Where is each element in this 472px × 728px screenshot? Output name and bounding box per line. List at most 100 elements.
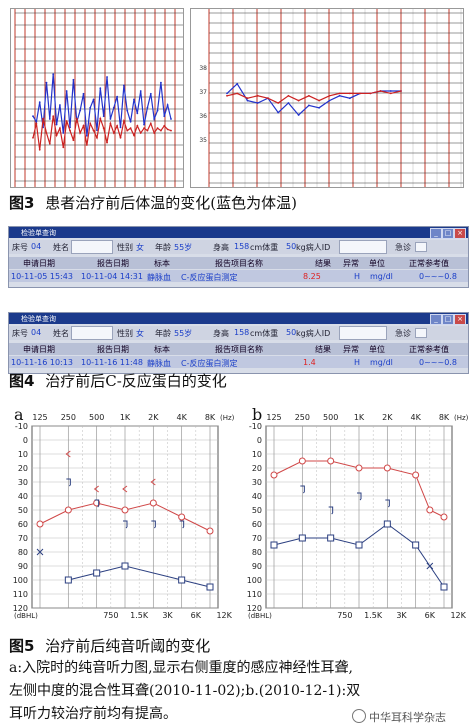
data-point [92,98,95,101]
temperature-chart-left-svg [14,9,183,187]
close-button[interactable]: × [454,228,466,239]
data-point [277,111,280,114]
y-tick-label: 0 [23,436,28,445]
y-tick-label: 35 [199,137,207,144]
table-header: 申请日期 报告日期 标本 报告项目名称 结果 异常 单位 正常参考值 [9,257,468,269]
series-line-red [226,90,402,104]
marker-circle [327,457,335,465]
data-point [65,120,68,122]
y-tick-label: 120 [247,604,262,613]
data-point [96,136,98,139]
maximize-button[interactable]: □ [442,228,454,239]
data-point [236,92,239,95]
data-point [62,146,65,149]
window-titlebar: 检验单查询 _ □ × [9,227,468,239]
data-point [348,92,351,95]
watermark-icon [352,709,366,723]
data-point [48,142,51,145]
data-point [106,76,108,78]
height-unit: cm体重 [250,243,279,252]
data-point [85,144,88,146]
y-tick-label: 70 [18,534,28,543]
header-flag: 异常 [343,259,359,268]
age-value: 55岁 [174,329,193,338]
cell-report-date: 10-11-04 14:31 [81,272,143,281]
temperature-chart-right-svg: 38 37 36 35 [199,9,463,187]
header-apply-date: 申请日期 [23,259,55,268]
data-point [112,132,115,134]
maximize-button[interactable]: □ [442,314,454,325]
data-point [35,122,38,125]
data-point [256,102,259,104]
marker-circle [206,527,214,535]
data-point [42,117,44,120]
window-titlebar: 检验单查询 _ □ × [9,313,468,325]
name-field[interactable] [71,326,113,340]
figure5-text: 治疗前后纯音听阈的变化 [45,637,211,655]
data-point [160,81,162,84]
urgent-checkbox[interactable] [415,242,427,252]
marker-bracket-right [66,478,71,487]
patient-id-field[interactable] [339,326,387,340]
freq-label-bottom: 750 [103,611,118,620]
data-point [338,92,341,95]
data-point [55,123,58,126]
data-point [133,134,135,137]
data-point [246,99,249,102]
y-tick-label: 20 [18,464,28,473]
marker-circle [270,471,278,479]
height-value: 158 [234,242,250,251]
close-button[interactable]: × [454,314,466,325]
window-title: 检验单查询 [21,315,56,323]
data-point [85,134,88,137]
data-point [99,87,102,90]
minimize-button[interactable]: _ [430,228,442,239]
name-field[interactable] [71,240,113,254]
freq-label-bottom: 6K [191,611,202,620]
freq-label-top: 1K [120,413,131,422]
y-tick-label: -10 [249,422,262,431]
height-label: 身高 [213,329,229,338]
data-point [277,102,280,104]
marker-circle [36,520,44,528]
freq-label-bottom: 12K [216,611,232,620]
patient-id-field[interactable] [339,240,387,254]
data-point [106,141,108,144]
header-result: 结果 [315,259,331,268]
marker-bracket-right [179,520,185,529]
data-point [38,101,41,104]
data-point [389,90,392,92]
table-row[interactable] [9,270,468,282]
weight-unit: kg病人ID [296,329,331,338]
y-tick-label: 40 [252,492,262,501]
data-point [226,92,228,95]
marker-circle [383,464,391,472]
freq-label-top: 250 [61,413,76,422]
series-line-red [32,116,172,150]
data-point [160,129,162,132]
data-point [139,132,142,134]
data-point [62,132,65,134]
marker-square [440,583,448,591]
table-row[interactable] [9,356,468,368]
marker-square [121,562,129,570]
data-point [55,134,58,137]
data-point [318,106,321,109]
sex-value: 女 [136,243,144,252]
data-point [69,129,71,132]
data-point [59,104,61,106]
data-point [146,129,149,132]
data-point [116,124,119,127]
marker-circle [440,513,448,521]
y-tick-label: 60 [252,520,262,529]
marker-square [64,576,72,584]
data-point [45,81,48,84]
figure5-note-line-2: 左侧中度的混合性耳聋(2010-11-02);b.(2010-12-1):双 [9,683,361,699]
header-result: 结果 [315,345,331,354]
data-point [149,122,152,125]
hz-label: (Hz) [220,414,235,422]
y-tick-label: 30 [252,478,262,487]
minimize-button[interactable]: _ [430,314,442,325]
urgent-checkbox[interactable] [415,328,427,338]
data-point [153,118,156,120]
